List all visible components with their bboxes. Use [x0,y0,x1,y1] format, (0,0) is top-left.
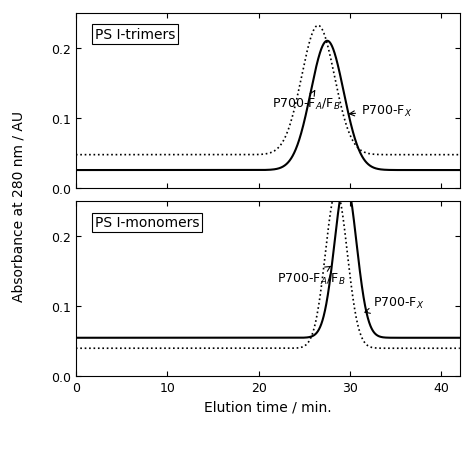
Text: P700-F$_A$/F$_B$: P700-F$_A$/F$_B$ [277,267,346,286]
Text: P700-F$_X$: P700-F$_X$ [349,104,412,119]
Text: PS I-monomers: PS I-monomers [95,216,200,230]
X-axis label: Elution time / min.: Elution time / min. [204,400,332,414]
Text: P700-F$_X$: P700-F$_X$ [365,296,424,313]
Text: Absorbance at 280 nm / AU: Absorbance at 280 nm / AU [12,111,26,302]
Text: PS I-trimers: PS I-trimers [95,28,175,42]
Text: P700-F$_A$/F$_B$: P700-F$_A$/F$_B$ [273,91,341,112]
